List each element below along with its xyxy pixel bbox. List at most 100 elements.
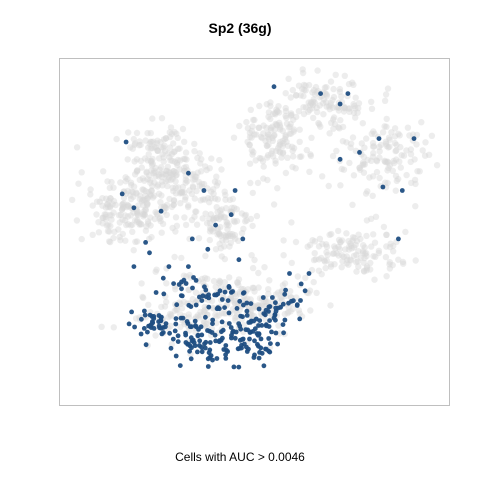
auc-cell-point xyxy=(232,188,238,193)
background-cell-point xyxy=(390,157,397,165)
auc-cell-point xyxy=(217,338,223,343)
background-cell-point xyxy=(158,303,165,311)
background-cell-point xyxy=(256,102,263,110)
background-cell-point xyxy=(144,129,151,137)
auc-cell-point xyxy=(142,312,148,318)
background-cell-point xyxy=(273,291,280,298)
background-cell-point xyxy=(396,158,403,165)
background-cell-point xyxy=(345,105,352,112)
background-cell-point xyxy=(173,159,181,167)
auc-cell-point xyxy=(251,318,257,324)
background-cell-point xyxy=(115,226,122,233)
background-cell-point xyxy=(222,233,230,241)
background-cell-point xyxy=(343,139,350,146)
background-cell-point xyxy=(206,236,213,244)
background-cell-point xyxy=(181,214,188,221)
background-cell-point xyxy=(284,310,291,317)
background-cell-point xyxy=(295,307,303,314)
background-cell-point xyxy=(300,92,307,100)
background-cell-point xyxy=(216,231,223,238)
auc-cell-point xyxy=(261,363,267,369)
background-cell-point xyxy=(309,237,316,244)
background-cell-point xyxy=(130,183,138,190)
background-cell-point xyxy=(140,213,147,220)
background-cell-point xyxy=(163,167,170,174)
background-cell-point xyxy=(166,154,173,161)
background-cell-point xyxy=(288,111,295,119)
background-cell-point xyxy=(341,104,348,112)
background-cell-point xyxy=(173,130,180,137)
background-cell-point xyxy=(264,130,271,137)
background-cell-point xyxy=(148,157,155,165)
background-cell-point xyxy=(244,125,252,132)
background-cell-point xyxy=(385,164,392,172)
background-cell-point xyxy=(288,143,296,150)
auc-cell-point xyxy=(205,364,211,369)
background-cell-point xyxy=(289,147,296,154)
background-cell-point xyxy=(217,223,224,231)
background-cell-point xyxy=(234,279,241,286)
background-cell-point xyxy=(145,151,152,158)
background-cell-point xyxy=(99,202,106,209)
background-cell-point xyxy=(182,194,189,201)
auc-cell-point xyxy=(269,329,274,335)
auc-cell-point xyxy=(259,350,265,356)
background-cell-point xyxy=(129,228,136,235)
background-cell-point xyxy=(353,251,360,258)
background-cell-point xyxy=(227,239,234,246)
auc-cell-point xyxy=(213,222,219,228)
background-cell-point xyxy=(231,314,239,322)
auc-cell-point xyxy=(197,294,202,300)
background-cell-point xyxy=(142,207,149,214)
background-cell-point xyxy=(148,233,155,241)
background-cell-point xyxy=(174,134,181,142)
background-cell-point xyxy=(160,203,168,210)
auc-cell-point xyxy=(252,352,257,358)
background-cell-point xyxy=(308,134,315,141)
background-cell-point xyxy=(271,131,278,139)
background-cell-point xyxy=(306,102,314,109)
background-cell-point xyxy=(265,113,272,121)
background-cell-point xyxy=(218,166,225,173)
background-cell-point xyxy=(162,204,169,211)
background-cell-point xyxy=(250,116,257,124)
auc-cell-point xyxy=(159,314,164,320)
background-cell-point xyxy=(224,226,231,233)
background-cell-point xyxy=(129,189,137,196)
background-cell-point xyxy=(266,277,273,284)
background-cell-point xyxy=(349,201,356,208)
background-cell-point xyxy=(382,179,389,186)
background-cell-point xyxy=(319,173,326,180)
auc-cell-point xyxy=(173,353,179,359)
background-cell-point xyxy=(305,99,312,106)
background-cell-point xyxy=(321,84,329,91)
background-cell-point xyxy=(193,173,200,180)
background-cell-point xyxy=(267,115,274,123)
background-cell-point xyxy=(218,206,225,213)
auc-cell-point xyxy=(210,317,216,323)
background-cell-point xyxy=(104,201,111,208)
background-cell-point xyxy=(339,258,346,265)
background-cell-point xyxy=(197,308,204,316)
background-cell-point xyxy=(182,149,190,156)
background-cell-point xyxy=(345,80,353,88)
background-cell-point xyxy=(228,204,236,211)
background-cell-point xyxy=(141,155,149,162)
background-cell-point xyxy=(283,138,290,145)
background-cell-point xyxy=(174,145,182,152)
background-cell-point xyxy=(134,218,141,225)
background-cell-point xyxy=(382,138,390,145)
background-cell-point xyxy=(125,221,132,228)
auc-cell-point xyxy=(151,316,157,321)
background-cell-point xyxy=(285,124,292,131)
auc-cell-point xyxy=(189,236,195,242)
background-cell-point xyxy=(411,156,418,163)
background-cell-point xyxy=(242,211,250,219)
auc-cell-point xyxy=(226,321,232,326)
background-cell-point xyxy=(78,169,85,176)
background-cell-point xyxy=(327,102,334,109)
background-cell-point xyxy=(133,238,141,245)
background-cell-point xyxy=(354,258,361,265)
background-cell-point xyxy=(217,278,224,285)
background-cell-point xyxy=(212,283,219,291)
